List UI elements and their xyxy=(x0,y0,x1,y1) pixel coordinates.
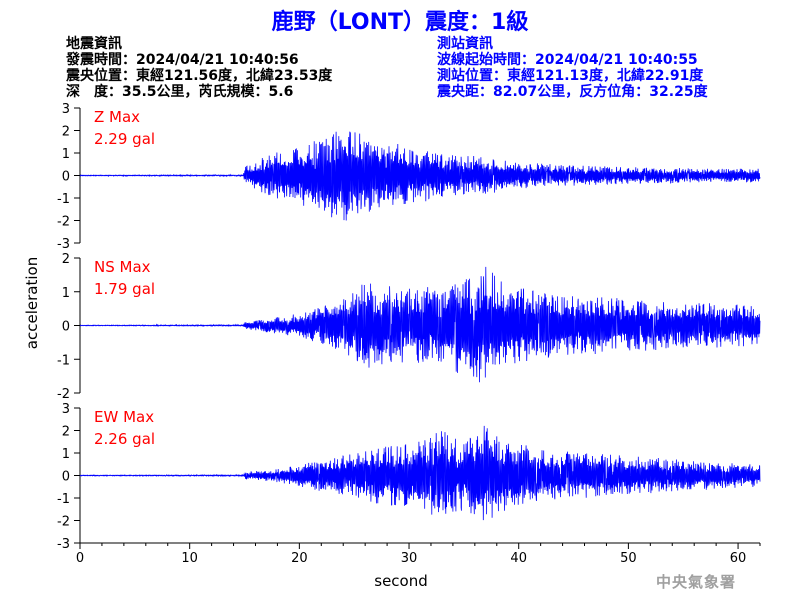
y-tick-label-ew: -2 xyxy=(57,515,70,530)
y-tick-label-ns: -1 xyxy=(57,353,70,368)
x-tick-label: 20 xyxy=(291,551,308,566)
y-tick-label-ew: 2 xyxy=(62,425,70,440)
x-tick-label: 0 xyxy=(76,551,84,566)
y-tick-label-z: -1 xyxy=(57,192,70,207)
x-tick-label: 10 xyxy=(181,551,198,566)
station-location: 測站位置：東經121.13度，北緯22.91度 xyxy=(437,68,704,84)
y-tick-label-z: 2 xyxy=(62,125,70,140)
earthquake-depth-magnitude: 深 度：35.5公里，芮氏規模：5.6 xyxy=(66,84,294,100)
earthquake-epicenter: 震央位置：東經121.56度，北緯23.53度 xyxy=(66,68,333,84)
x-tick-label: 40 xyxy=(510,551,527,566)
station-info: 測站資訊 波線起始時間：2024/04/21 10:40:55 測站位置：東經1… xyxy=(437,36,708,100)
max-label-z: Z Max xyxy=(94,108,140,126)
y-tick-label-ew: 0 xyxy=(62,470,70,485)
earthquake-info-heading: 地震資訊 xyxy=(66,36,122,52)
y-tick-label-ew: 1 xyxy=(62,447,70,462)
y-tick-label-ns: 1 xyxy=(62,286,70,301)
y-tick-label-ns: -2 xyxy=(57,387,70,402)
y-tick-label-ew: -1 xyxy=(57,492,70,507)
y-tick-label-z: -3 xyxy=(57,237,70,252)
y-tick-label-z: -2 xyxy=(57,215,70,230)
station-wave-start: 波線起始時間：2024/04/21 10:40:55 xyxy=(437,52,698,68)
x-tick-label: 50 xyxy=(620,551,637,566)
x-tick-label: 30 xyxy=(401,551,418,566)
y-tick-label-ew: -3 xyxy=(57,537,70,552)
max-value-z: 2.29 gal xyxy=(94,130,155,148)
y-tick-label-z: 1 xyxy=(62,147,70,162)
y-tick-label-z: 0 xyxy=(62,170,70,185)
x-axis-title: second xyxy=(374,572,428,590)
max-value-ns: 1.79 gal xyxy=(94,280,155,298)
y-axis-title: acceleration xyxy=(23,257,41,349)
watermark: 中央氣象署 xyxy=(656,573,737,591)
earthquake-time: 發震時間：2024/04/21 10:40:56 xyxy=(66,52,299,68)
trace-z xyxy=(79,131,761,221)
x-tick-label: 60 xyxy=(730,551,747,566)
trace-ns xyxy=(79,266,761,383)
y-tick-label-z: 3 xyxy=(62,102,70,117)
y-tick-label-ns: 0 xyxy=(62,320,70,335)
trace-ew xyxy=(79,425,761,521)
y-tick-label-ns: 2 xyxy=(62,252,70,267)
page-title: 鹿野（LONT）震度：1級 xyxy=(271,10,529,35)
station-info-heading: 測站資訊 xyxy=(437,36,493,52)
earthquake-info: 地震資訊 發震時間：2024/04/21 10:40:56 震央位置：東經121… xyxy=(66,36,332,100)
max-label-ew: EW Max xyxy=(94,408,154,426)
y-tick-label-ew: 3 xyxy=(62,402,70,417)
max-label-ns: NS Max xyxy=(94,258,151,276)
max-value-ew: 2.26 gal xyxy=(94,430,155,448)
station-distance: 震央距：82.07公里，反方位角：32.25度 xyxy=(437,84,708,100)
